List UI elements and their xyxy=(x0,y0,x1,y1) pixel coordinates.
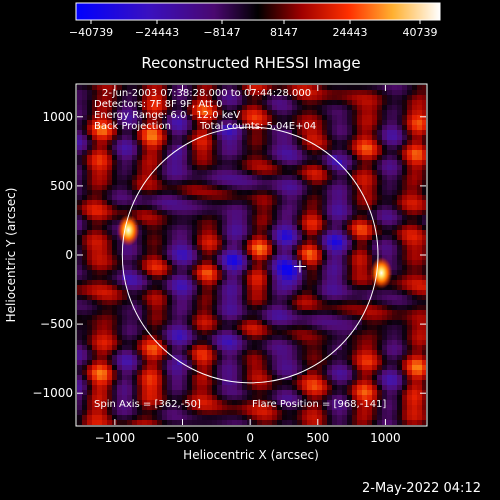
flare-position-marker xyxy=(293,260,306,273)
colorbar-tick-label: −8147 xyxy=(203,26,240,39)
solar-disk-limb xyxy=(121,126,379,384)
colorbar xyxy=(75,2,441,21)
flare-position-annotation: Flare Position = [968,-141] xyxy=(252,399,387,410)
colorbar-tick-label: 8147 xyxy=(270,26,298,39)
y-axis-label: Heliocentric Y (arcsec) xyxy=(4,188,18,323)
y-tick-label: −500 xyxy=(40,317,73,331)
y-axis-ticks: 1000 500 0 −500 −1000 xyxy=(32,110,426,400)
colorbar-tick-label: −24443 xyxy=(135,26,179,39)
x-tick-label: −500 xyxy=(166,431,199,445)
x-tick-label: 500 xyxy=(306,431,329,445)
date-range-annotation: 2-Jun-2003 07:38:28.000 to 07:44:28.000 xyxy=(102,88,312,99)
footer-timestamp: 2-May-2022 04:12 xyxy=(362,481,481,496)
bright-source xyxy=(117,214,140,247)
y-tick-label: 500 xyxy=(50,179,73,193)
x-tick-label: 0 xyxy=(246,431,254,445)
chart-title: Reconstructed RHESSI Image xyxy=(141,54,360,72)
y-tick-label: 1000 xyxy=(42,110,73,124)
colorbar-tick-label: 24443 xyxy=(333,26,368,39)
y-tick-label: −1000 xyxy=(32,386,73,400)
x-axis-label: Heliocentric X (arcsec) xyxy=(183,448,319,462)
counts-annotation: Total counts: 5.04E+04 xyxy=(200,121,317,132)
heatmap-image xyxy=(77,85,426,425)
x-tick-label: −1000 xyxy=(95,431,136,445)
energy-annotation: Energy Range: 6.0 - 12.0 keV xyxy=(94,110,241,121)
colorbar-tick-label: −40739 xyxy=(69,26,113,39)
detectors-annotation: Detectors: 7F 8F 9F, Att 0 xyxy=(94,99,223,110)
bright-source xyxy=(370,256,393,289)
y-tick-label: 0 xyxy=(65,248,73,262)
colorbar-ticks: −40739 −24443 −8147 8147 24443 40739 xyxy=(69,20,438,39)
spin-axis-annotation: Spin Axis = [362,-50] xyxy=(94,399,201,410)
x-axis-ticks: −1000 −500 0 500 1000 xyxy=(95,85,401,445)
bright-sources xyxy=(117,214,393,289)
colorbar-tick-label: 40739 xyxy=(403,26,438,39)
x-tick-label: 1000 xyxy=(370,431,401,445)
method-annotation: Back Projection xyxy=(94,121,171,132)
